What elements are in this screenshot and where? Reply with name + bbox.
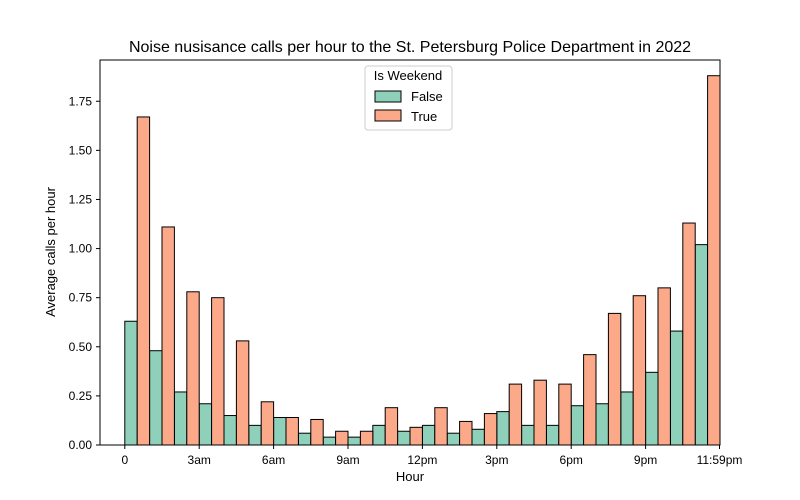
bar-false-hour-5: [248, 424, 262, 446]
bar-false-hour-10: [372, 424, 386, 446]
bar-true-hour-3: [211, 297, 225, 446]
bar-false-hour-1: [149, 350, 163, 446]
bar-false-hour-4: [223, 415, 237, 446]
bar-true-hour-11: [409, 426, 423, 446]
bar-false-hour-3: [198, 403, 213, 446]
bar-true-hour-17: [558, 383, 572, 446]
x-tick-label: 3pm: [485, 453, 508, 467]
x-tick-label: 12pm: [407, 453, 437, 467]
legend: Is Weekend False True: [364, 65, 453, 131]
y-tick-label: 0.75: [69, 291, 93, 305]
y-tick-label: 1.50: [69, 143, 93, 157]
bar-false-hour-17: [545, 424, 560, 446]
bar-true-hour-22: [682, 222, 696, 446]
bar-true-hour-14: [483, 413, 498, 446]
bar-false-hour-2: [173, 391, 188, 446]
x-tick-label: 3am: [188, 453, 211, 467]
bar-true-hour-5: [260, 401, 275, 446]
bar-true-hour-8: [335, 430, 349, 446]
x-tick-label: 9am: [336, 453, 359, 467]
legend-label-false: False: [411, 89, 443, 104]
bar-false-hour-0: [124, 320, 138, 446]
bar-true-hour-0: [136, 116, 151, 446]
bar-true-hour-13: [459, 420, 473, 446]
bar-true-hour-20: [632, 295, 647, 446]
bar-true-hour-19: [607, 312, 622, 446]
chart-title: Noise nusisance calls per hour to the St…: [129, 39, 691, 56]
y-axis: 0.00 0.25 0.50 0.75 1.00 1.25 1.50 1.75: [69, 94, 100, 452]
y-axis-label: Average calls per hour: [43, 186, 58, 317]
bar-false-hour-15: [496, 411, 510, 446]
bar-false-hour-13: [446, 432, 461, 446]
legend-title: Is Weekend: [374, 68, 442, 83]
plot-frame: [99, 59, 721, 446]
bar-false-hour-12: [421, 424, 436, 446]
bar-false-hour-20: [620, 391, 634, 446]
bar-false-hour-7: [297, 432, 312, 446]
bar-true-hour-18: [583, 354, 597, 446]
bar-true-hour-15: [508, 383, 523, 446]
bar-false-hour-9: [347, 436, 361, 446]
bar-false-hour-6: [273, 417, 287, 446]
x-axis-label: Hour: [396, 469, 425, 484]
bar-false-hour-22: [669, 330, 684, 446]
bar-true-hour-4: [235, 340, 250, 446]
bar-true-hour-10: [384, 407, 399, 446]
bar-false-hour-19: [595, 403, 609, 446]
bar-false-hour-16: [521, 424, 535, 446]
y-tick-label: 0.00: [69, 438, 93, 452]
bar-true-hour-1: [161, 226, 175, 446]
bar-true-hour-23: [707, 75, 721, 446]
bar-true-hour-9: [359, 430, 374, 446]
bar-false-hour-23: [694, 244, 709, 446]
bar-false-hour-21: [645, 371, 659, 446]
y-tick-label: 1.75: [69, 94, 93, 108]
x-tick-label: 0: [121, 453, 128, 467]
bar-true-hour-16: [533, 379, 547, 446]
legend-swatch-false: [374, 90, 402, 103]
bar-false-hour-14: [471, 428, 485, 446]
legend-swatch-true: [374, 109, 402, 122]
x-tick-label: 11:59pm: [697, 453, 743, 467]
y-tick-label: 1.25: [69, 192, 93, 206]
x-tick-label: 6pm: [560, 453, 583, 467]
x-tick-label: 9pm: [634, 453, 657, 467]
legend-label-true: True: [411, 109, 437, 124]
bar-true-hour-6: [285, 417, 299, 446]
bar-false-hour-8: [322, 436, 337, 446]
y-tick-label: 0.25: [69, 389, 93, 403]
y-tick-label: 1.00: [69, 242, 93, 256]
y-tick-label: 0.50: [69, 340, 93, 354]
x-tick-label: 6am: [262, 453, 285, 467]
bar-true-hour-7: [310, 418, 324, 446]
x-axis: 0 3am 6am 9am 12pm 3pm 6pm 9pm 11:59pm: [121, 445, 742, 467]
bar-false-hour-11: [397, 430, 411, 446]
bar-true-hour-2: [186, 291, 200, 446]
bar-false-hour-18: [570, 405, 585, 446]
bar-true-hour-21: [657, 287, 671, 446]
bar-true-hour-12: [434, 407, 448, 446]
